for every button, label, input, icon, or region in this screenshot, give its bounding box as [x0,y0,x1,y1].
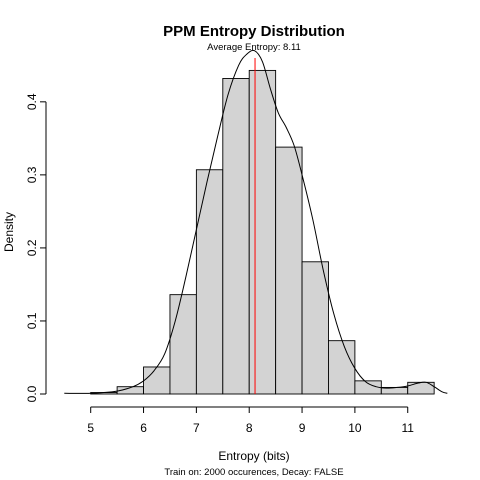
chart-subtitle: Average Entropy: 8.11 [207,42,301,53]
x-axis: 5 6 7 8 9 10 11 [87,406,414,435]
y-tick-label: 0.2 [25,239,39,256]
y-axis: 0.0 0.1 0.2 0.3 0.4 [25,93,47,402]
histogram-bars [90,69,435,395]
histogram-bar-7 [275,146,303,395]
y-axis-label: Density [2,212,16,252]
y-tick-label: 0.3 [25,166,39,183]
chart-title: PPM Entropy Distribution [163,23,345,40]
histogram-bar-5 [222,77,250,395]
chart-footer: Train on: 2000 occurences, Decay: FALSE [164,467,343,478]
histogram-bar-4 [195,169,224,395]
x-tick-label: 8 [246,421,253,435]
density-curve [64,49,448,394]
histogram-bar-6 [248,69,277,395]
x-tick-label: 7 [193,421,200,435]
x-axis-label: Entropy (bits) [218,449,289,463]
histogram-bar-2 [143,366,171,395]
y-tick-label: 0.1 [25,312,39,329]
x-tick-label: 11 [401,421,414,435]
x-tick-label: 10 [348,421,362,435]
y-tick-label: 0.0 [25,385,39,402]
x-tick-label: 6 [140,421,147,435]
histogram-bar-9 [328,340,356,395]
y-tick-label: 0.4 [25,93,39,110]
x-tick-label: 5 [87,421,94,435]
histogram-bar-8 [301,261,329,395]
histogram-bar-3 [169,294,197,395]
x-tick-label: 9 [299,421,306,435]
